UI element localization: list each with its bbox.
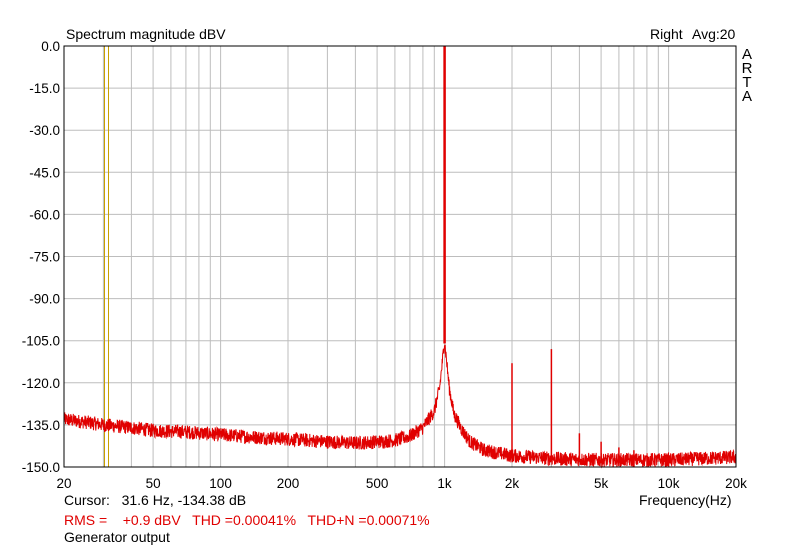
- y-tick-label: -120.0: [22, 376, 60, 391]
- x-tick-label: 10k: [658, 476, 680, 491]
- noise-trace: [63, 344, 737, 469]
- y-tick-label: -30.0: [29, 123, 60, 138]
- averaging-label: Avg:20: [692, 26, 736, 42]
- footer-label: Generator output: [64, 529, 170, 545]
- x-tick-label: 1k: [437, 476, 452, 491]
- plot-frame: [63, 45, 737, 468]
- y-tick-label: -45.0: [29, 165, 60, 180]
- cursor-marker[interactable]: [104, 46, 109, 467]
- x-tick-label: 20: [56, 476, 71, 491]
- y-tick-label: -15.0: [29, 81, 60, 96]
- y-tick-label: -90.0: [29, 292, 60, 307]
- brand-letter: A: [741, 88, 752, 105]
- brand-letter: A: [741, 46, 752, 63]
- grid: [63, 45, 737, 468]
- x-tick-label: 5k: [594, 476, 609, 491]
- spectrum-trace: [63, 46, 737, 469]
- stats-readout: RMS = +0.9 dBV THD =0.00041% THD+N =0.00…: [64, 512, 430, 528]
- x-tick-label: 20k: [725, 476, 747, 491]
- y-tick-label: -75.0: [29, 250, 60, 265]
- cursor-readout: Cursor: 31.6 Hz, -134.38 dB: [64, 492, 247, 508]
- y-tick-label: -150.0: [22, 460, 60, 475]
- y-tick-label: 0.0: [41, 39, 60, 54]
- y-tick-label: -105.0: [22, 334, 60, 349]
- brand-letter: T: [742, 74, 752, 91]
- x-tick-label: 2k: [505, 476, 520, 491]
- y-tick-label: -135.0: [22, 418, 60, 433]
- y-tick-label: -60.0: [29, 207, 60, 222]
- x-axis-label: Frequency(Hz): [639, 492, 732, 508]
- x-tick-label: 50: [146, 476, 161, 491]
- x-tick-label: 200: [277, 476, 300, 491]
- channel-label: Right: [650, 26, 683, 42]
- chart-title: Spectrum magnitude dBV: [66, 26, 226, 42]
- brand-letter: R: [741, 60, 753, 77]
- axis-ticks: 0.0 -15.0 -30.0 -45.0 -60.0 -75.0 -90.0 -105.0 -…: [22, 39, 747, 491]
- x-tick-label: 500: [366, 476, 389, 491]
- brand-logo: A R T A: [739, 46, 755, 105]
- x-tick-label: 100: [209, 476, 232, 491]
